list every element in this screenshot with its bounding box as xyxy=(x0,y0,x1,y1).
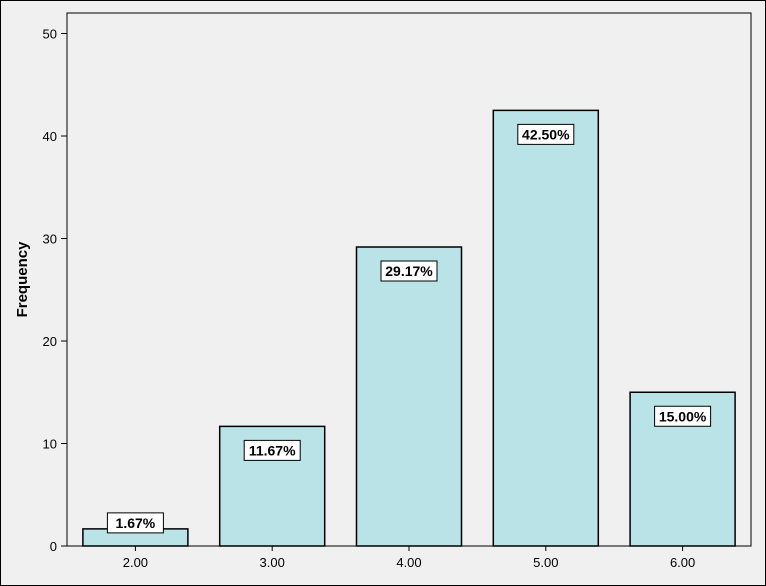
data-label-5.00: 42.50% xyxy=(517,123,575,145)
x-tick-label: 6.00 xyxy=(670,555,695,570)
bars-layer xyxy=(82,109,736,547)
y-tick-label: 20 xyxy=(43,334,57,349)
data-label-text: 1.67% xyxy=(116,515,156,531)
data-label-3.00: 11.67% xyxy=(243,439,301,461)
data-label-6.00: 15.00% xyxy=(654,405,712,427)
data-label-box xyxy=(106,512,164,534)
data-label-text: 15.00% xyxy=(659,408,707,424)
y-tick-label: 50 xyxy=(43,27,57,42)
x-tick-label: 2.00 xyxy=(123,555,148,570)
x-tick-label: 5.00 xyxy=(533,555,558,570)
data-label-box xyxy=(243,439,301,461)
y-tick-label: 10 xyxy=(43,437,57,452)
data-label-box xyxy=(517,123,575,145)
data-label-text: 42.50% xyxy=(522,126,570,142)
bar-4.00 xyxy=(355,246,463,547)
x-tick-label: 3.00 xyxy=(260,555,285,570)
y-tick-label: 40 xyxy=(43,129,57,144)
data-label-box xyxy=(380,260,438,282)
y-tick-label: 0 xyxy=(50,539,57,554)
data-label-4.00: 29.17% xyxy=(380,260,438,282)
data-label-text: 29.17% xyxy=(385,263,433,279)
data-label-text: 11.67% xyxy=(249,442,296,458)
y-tick-label: 30 xyxy=(43,232,57,247)
x-tick-label: 4.00 xyxy=(396,555,421,570)
bar-5.00 xyxy=(492,109,600,547)
data-label-2.00: 1.67% xyxy=(106,512,164,534)
labels-layer: 1.67% 11.67% 29.17% 42.50% 15.00% xyxy=(106,123,712,534)
axes-layer: 2.00 3.00 4.00 5.00 6.00 0 10 20 30 40 50 xyxy=(43,27,696,571)
y-axis-title: Frequency xyxy=(14,241,31,318)
data-label-box xyxy=(654,405,712,427)
